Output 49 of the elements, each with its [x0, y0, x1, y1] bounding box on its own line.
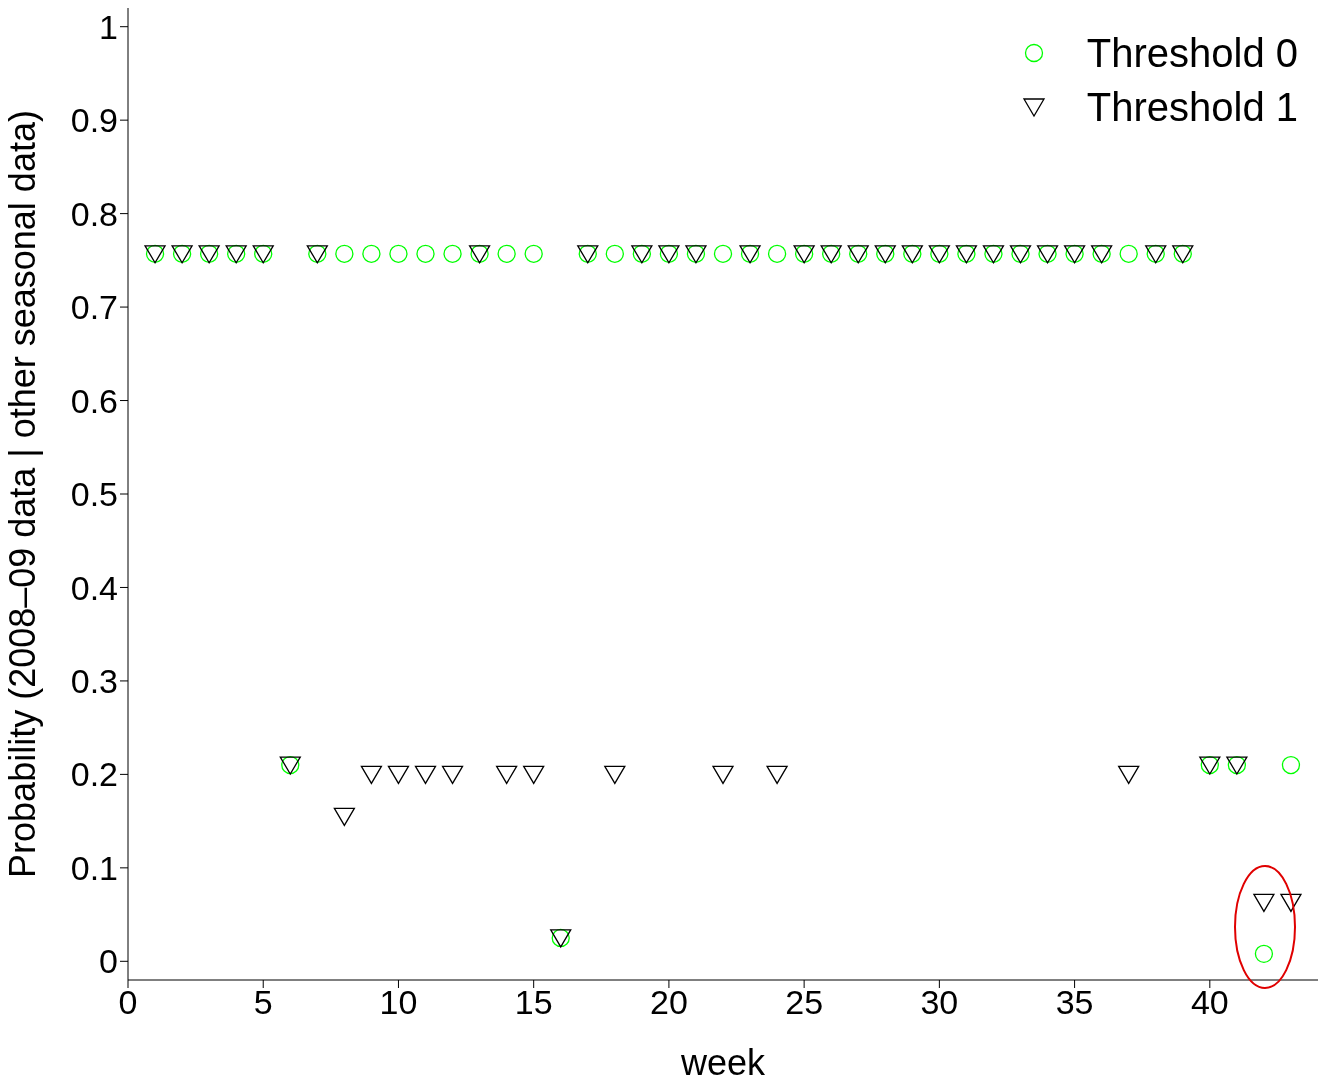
point [1118, 765, 1140, 785]
x-tick-label: 25 [785, 983, 824, 1022]
y-tick-label: 0.5 [70, 475, 118, 514]
point [389, 244, 408, 263]
legend-label: Threshold 1 [1086, 84, 1298, 130]
point [360, 765, 383, 785]
x-tick-label: 30 [920, 983, 959, 1022]
point [441, 765, 464, 785]
y-tick-label: 0.9 [70, 101, 118, 140]
x-tick-label: 5 [253, 983, 273, 1022]
x-tick-label: 20 [650, 983, 688, 1022]
point [497, 244, 516, 263]
point [767, 244, 787, 263]
x-tick-label: 15 [514, 983, 553, 1022]
x-tick-label: 40 [1190, 983, 1229, 1022]
y-axis-title: Probability (2008–09 data | other seasonal data) [1, 110, 43, 878]
point [414, 765, 437, 785]
point [1253, 893, 1275, 913]
y-tick-label: 1 [99, 7, 118, 46]
y-tick-label: 0.2 [70, 755, 118, 794]
y-tick-label: 0 [99, 942, 118, 981]
point [1281, 755, 1301, 775]
y-tick-label: 0.6 [70, 381, 118, 420]
point [1280, 893, 1302, 913]
point [333, 807, 356, 827]
point [416, 244, 435, 263]
y-tick-label: 0.7 [70, 288, 118, 327]
point [362, 244, 381, 263]
point [604, 765, 626, 785]
point [766, 765, 788, 785]
point [605, 244, 624, 263]
point [1119, 244, 1138, 263]
point [712, 765, 734, 785]
point [713, 244, 733, 263]
point [523, 765, 545, 785]
y-tick-label: 0.8 [70, 194, 118, 233]
point [335, 244, 354, 263]
point [387, 765, 410, 785]
x-tick-label: 10 [379, 983, 418, 1022]
point [495, 765, 518, 785]
x-axis-title: week [679, 1042, 767, 1075]
y-tick-label: 0.1 [70, 848, 118, 887]
y-tick-label: 0.3 [70, 661, 118, 700]
y-tick-label: 0.4 [70, 568, 118, 607]
x-tick-label: 35 [1055, 983, 1094, 1022]
point [1254, 944, 1274, 963]
legend-label: Threshold 0 [1086, 30, 1298, 76]
point [524, 244, 543, 263]
point [443, 244, 462, 263]
